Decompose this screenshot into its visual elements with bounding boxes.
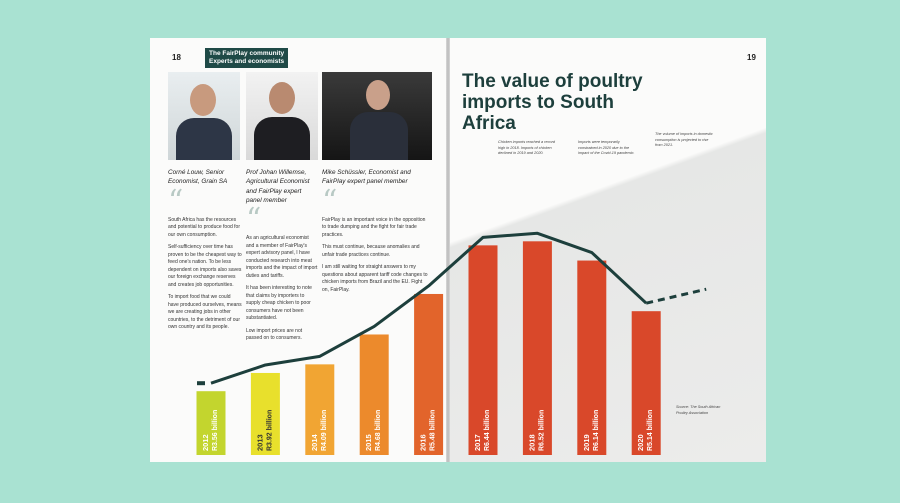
category-label: 2016 <box>419 434 428 451</box>
category-label: 2012 <box>201 434 210 451</box>
photo-head <box>269 82 295 114</box>
right-page <box>448 38 766 462</box>
tag-line: Experts and economists <box>209 58 285 66</box>
photo <box>246 72 318 160</box>
bar <box>305 364 335 455</box>
value-label: R3.92 billion <box>266 410 273 451</box>
paragraph: South Africa has the resources and poten… <box>168 216 240 238</box>
value-label: R4.68 billion <box>375 410 382 451</box>
paragraph: As an agricultural economist and a membe… <box>246 235 318 279</box>
photo-body <box>254 117 310 160</box>
bar <box>522 241 552 455</box>
expert-caption: Corné Louw, Senior Economist, Grain SA <box>168 169 228 186</box>
value-label: R6.14 billion <box>593 410 600 451</box>
category-label: 2015 <box>364 434 373 451</box>
bar <box>414 293 444 455</box>
quote-mark: “ <box>322 183 338 219</box>
value-label: R3.56 billion <box>212 410 219 451</box>
category-label: 2020 <box>636 434 645 451</box>
note: The volume of imports in domestic consum… <box>655 132 713 148</box>
photo <box>322 72 432 160</box>
value-label: R6.44 billion <box>484 410 491 451</box>
bar <box>359 334 389 455</box>
category-label: 2018 <box>527 434 536 451</box>
bar <box>196 391 226 455</box>
category-label: 2017 <box>473 434 482 451</box>
value-label: R4.09 billion <box>321 410 328 451</box>
expert-column: Prof Johan Willemse, Agricultural Econom… <box>246 168 318 348</box>
start-marker <box>197 381 205 386</box>
note: Imports were temporarily constrained in … <box>578 140 635 156</box>
source-note: Source: The South African Poultry Associ… <box>676 405 721 415</box>
bar-label: 2015 R4.68 billion <box>364 410 382 451</box>
photo-head <box>366 80 390 110</box>
photo <box>168 72 240 160</box>
paragraph: Self-sufficiency over time has proven to… <box>168 244 242 288</box>
bar-label: 2012 R3.56 billion <box>201 410 219 451</box>
photo-body <box>176 118 232 160</box>
paragraph: I am still waiting for straight answers … <box>322 264 428 293</box>
trend-projection <box>645 287 707 305</box>
value-label: R5.14 billion <box>647 410 654 451</box>
bar-label: 2017 R6.44 billion <box>473 410 491 451</box>
bar-label: 2016 R5.48 billion <box>419 410 437 451</box>
bar-label: 2014 R4.09 billion <box>310 410 328 451</box>
chart-title: The value of poultry imports to South Af… <box>462 71 643 134</box>
photo-body <box>350 112 408 160</box>
paragraph: This must continue, because anomalies an… <box>322 244 420 258</box>
quote-mark: “ <box>168 183 184 219</box>
bar <box>468 245 498 455</box>
category-label: 2014 <box>310 433 319 451</box>
tag-line: The FairPlay community <box>209 50 285 57</box>
value-label: R5.48 billion <box>430 410 437 451</box>
paragraph: FairPlay is an important voice in the op… <box>322 216 426 238</box>
paragraph: To import food that we could have produc… <box>168 294 242 331</box>
trend-line <box>210 231 648 385</box>
value-label: R6.52 billion <box>538 410 545 451</box>
bar <box>631 311 661 455</box>
bar-label: 2013 R3.92 billion <box>255 410 273 451</box>
bar-label: 2018 R6.52 billion <box>527 410 545 451</box>
bar <box>250 372 280 455</box>
category-label: 2019 <box>582 434 591 451</box>
expert-caption: Mike Schüssler, Economist and FairPlay e… <box>322 169 411 186</box>
page-number: 18 <box>172 53 181 62</box>
expert-caption: Prof Johan Willemse, Agricultural Econom… <box>246 169 310 204</box>
spine <box>446 38 450 462</box>
paragraph: It has been interesting to note that cla… <box>246 285 312 322</box>
quote-mark: “ <box>246 202 262 238</box>
photo-head <box>190 84 216 116</box>
category-label: 2013 <box>255 434 264 451</box>
bar-label: 2020 R5.14 billion <box>636 410 654 451</box>
section-tag: The FairPlay community Experts and econo… <box>205 48 289 69</box>
note: Chicken imports reached a record high in… <box>498 140 555 156</box>
bar <box>577 260 607 455</box>
paragraph: Low import prices are not passed on to c… <box>246 327 303 342</box>
expert-column: Corné Louw, Senior Economist, Grain SA “… <box>168 168 242 337</box>
bar-label: 2019 R6.14 billion <box>582 410 600 451</box>
expert-column: Mike Schüssler, Economist and FairPlay e… <box>322 168 430 299</box>
page-number: 19 <box>747 53 756 62</box>
